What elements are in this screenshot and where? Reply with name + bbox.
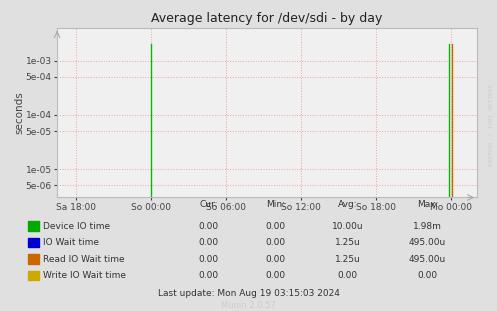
Text: Read IO Wait time: Read IO Wait time: [43, 255, 125, 263]
Y-axis label: seconds: seconds: [14, 91, 24, 134]
Text: RRDTOOL / TOBI OETIKER: RRDTOOL / TOBI OETIKER: [488, 83, 493, 166]
Text: 0.00: 0.00: [266, 271, 286, 280]
Text: Write IO Wait time: Write IO Wait time: [43, 271, 126, 280]
Text: 1.25u: 1.25u: [335, 255, 361, 263]
Text: 0.00: 0.00: [266, 238, 286, 247]
Text: 0.00: 0.00: [199, 271, 219, 280]
Text: Max:: Max:: [416, 200, 438, 209]
Text: Last update: Mon Aug 19 03:15:03 2024: Last update: Mon Aug 19 03:15:03 2024: [158, 290, 339, 298]
Text: 0.00: 0.00: [199, 238, 219, 247]
Text: 1.25u: 1.25u: [335, 238, 361, 247]
Text: Munin 2.0.57: Munin 2.0.57: [221, 301, 276, 310]
Text: 495.00u: 495.00u: [409, 255, 446, 263]
Text: 1.98m: 1.98m: [413, 222, 442, 230]
Text: Cur:: Cur:: [199, 200, 218, 209]
Text: Min:: Min:: [266, 200, 285, 209]
Text: 0.00: 0.00: [266, 222, 286, 230]
Title: Average latency for /dev/sdi - by day: Average latency for /dev/sdi - by day: [152, 12, 383, 26]
Text: 495.00u: 495.00u: [409, 238, 446, 247]
Text: 0.00: 0.00: [199, 222, 219, 230]
Text: 0.00: 0.00: [199, 255, 219, 263]
Text: Device IO time: Device IO time: [43, 222, 110, 230]
Text: Avg:: Avg:: [338, 200, 358, 209]
Text: 0.00: 0.00: [266, 255, 286, 263]
Text: 0.00: 0.00: [338, 271, 358, 280]
Text: 10.00u: 10.00u: [332, 222, 364, 230]
Text: IO Wait time: IO Wait time: [43, 238, 99, 247]
Text: 0.00: 0.00: [417, 271, 437, 280]
